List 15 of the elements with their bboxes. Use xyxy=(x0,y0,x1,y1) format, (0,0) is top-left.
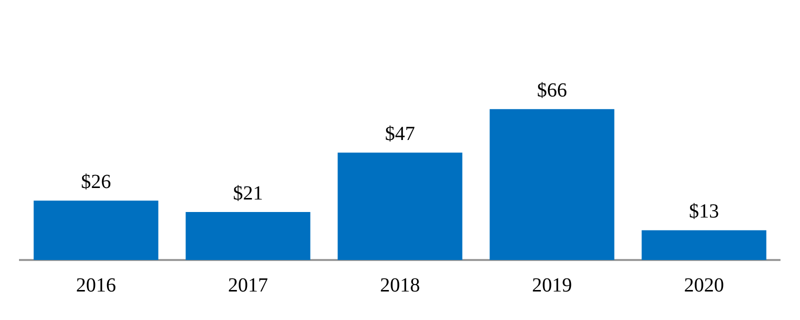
bar xyxy=(642,230,766,260)
data-label: $13 xyxy=(689,200,719,223)
x-tick-label: 2017 xyxy=(228,274,268,296)
data-label: $47 xyxy=(385,122,415,145)
x-tick-label: 2019 xyxy=(532,274,572,296)
data-label: $21 xyxy=(233,182,263,204)
data-label: $66 xyxy=(537,79,567,102)
bar xyxy=(34,200,158,260)
bar xyxy=(186,212,310,260)
data-label: $26 xyxy=(81,170,111,193)
x-tick-label: 2018 xyxy=(380,274,420,296)
bar xyxy=(338,152,462,260)
x-tick-label: 2020 xyxy=(684,274,724,296)
x-tick-label: 2016 xyxy=(76,274,116,296)
bar xyxy=(490,109,614,260)
